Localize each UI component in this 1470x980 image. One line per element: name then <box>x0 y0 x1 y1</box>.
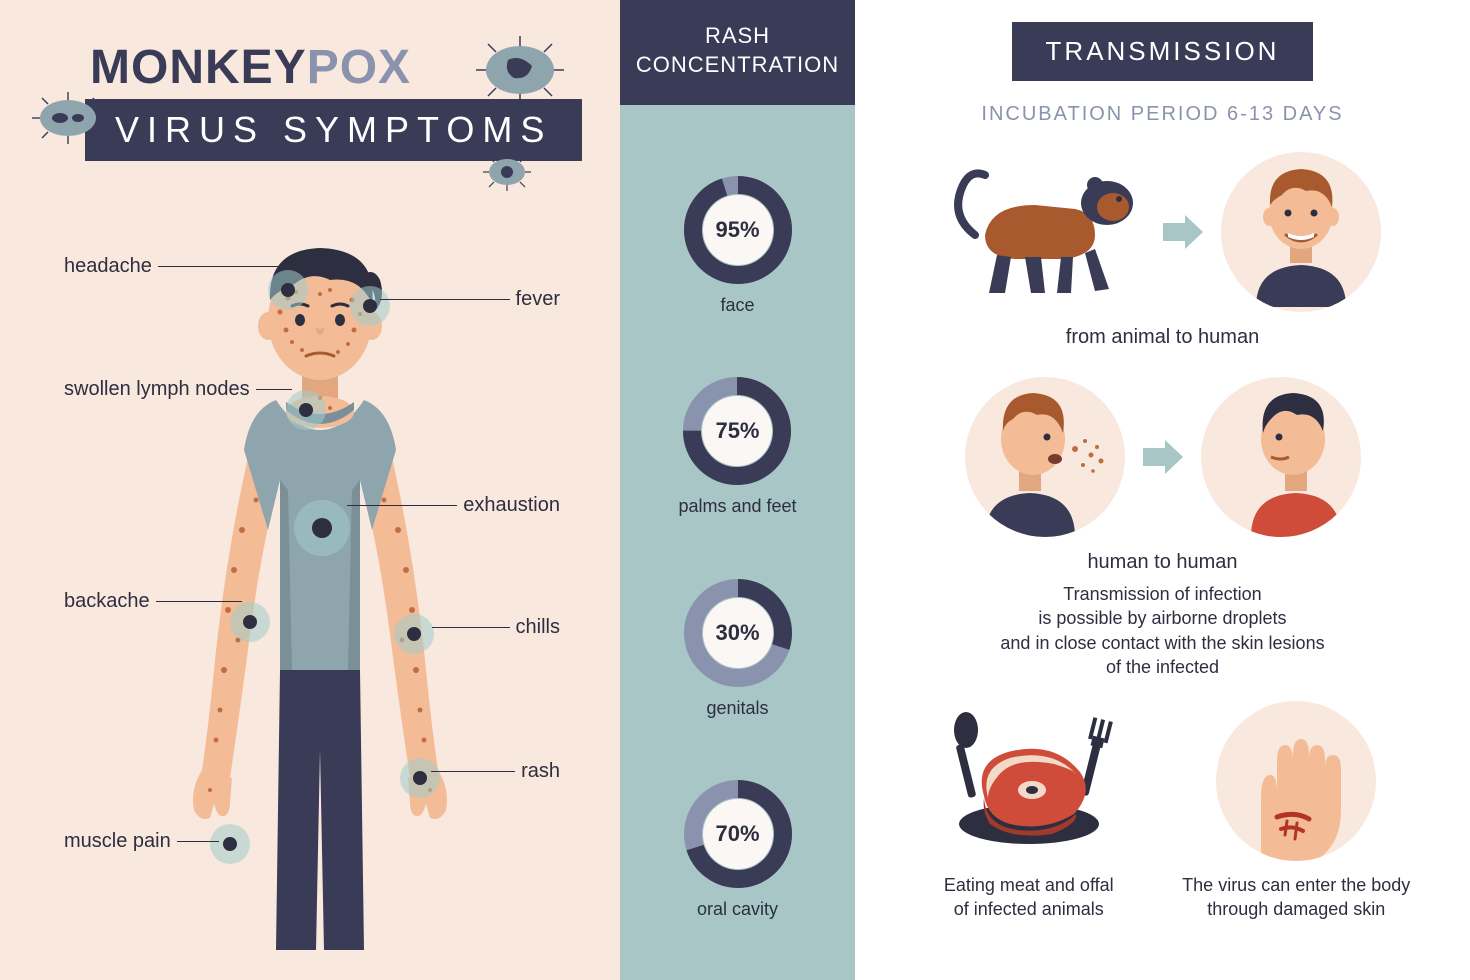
symptom-label: muscle pain <box>64 830 171 853</box>
row-animal-to-human <box>910 152 1415 312</box>
virus-icon <box>480 150 535 195</box>
rash-body: 95% face 75% palms and feet 30% genitals… <box>620 105 855 980</box>
callout-backache: backache <box>64 590 242 613</box>
human-avatar <box>1221 152 1381 312</box>
marker-lymph <box>286 390 326 430</box>
callout-muscle: muscle pain <box>64 830 219 853</box>
caption-animal: from animal to human <box>910 324 1415 351</box>
symptom-label: chills <box>516 616 560 639</box>
callout-lymph: swollen lymph nodes <box>64 378 292 401</box>
title-right: POX <box>307 41 411 94</box>
donut-chart: 70% <box>683 779 793 889</box>
rash-header-l2: CONCENTRATION <box>620 51 855 80</box>
donut-pct: 95% <box>703 195 773 265</box>
donut-face: 95% face <box>683 175 793 316</box>
donut-chart: 95% <box>683 175 793 285</box>
callout-exhaustion: exhaustion <box>347 494 560 517</box>
caption-airborne: Transmission of infection is possible by… <box>910 582 1415 679</box>
symptom-label: fever <box>516 288 560 311</box>
arrow-icon <box>1163 215 1203 249</box>
donut-label: palms and feet <box>678 496 796 517</box>
donut-label: oral cavity <box>683 899 793 920</box>
figure-area: headache swollen lymph nodes backache mu… <box>0 210 620 970</box>
donut-label: face <box>683 295 793 316</box>
symptom-label: exhaustion <box>463 494 560 517</box>
callout-headache: headache <box>64 255 278 278</box>
meat-block: Eating meat and offal of infected animal… <box>910 701 1148 922</box>
human-coughing <box>965 377 1125 537</box>
donut-pct: 70% <box>703 799 773 869</box>
virus-icon <box>470 30 570 110</box>
symptom-label: backache <box>64 590 150 613</box>
skin-block: The virus can enter the body through dam… <box>1178 701 1416 922</box>
caption-meat: Eating meat and offal of infected animal… <box>910 873 1148 922</box>
marker-chills <box>394 614 434 654</box>
rash-header-l1: RASH <box>620 22 855 51</box>
caption-human: human to human <box>910 549 1415 576</box>
marker-exhaustion <box>294 500 350 556</box>
caption-skin: The virus can enter the body through dam… <box>1178 873 1416 922</box>
monkey-figure <box>945 155 1145 310</box>
symptom-label: swollen lymph nodes <box>64 378 250 401</box>
virus-icon <box>28 88 108 148</box>
symptoms-panel: MONKEYPOX VIRUS SYMPTOMS <box>0 0 620 980</box>
symptom-label: headache <box>64 255 152 278</box>
row-human-to-human <box>910 377 1415 537</box>
donut-palms-and-feet: 75% palms and feet <box>678 376 796 517</box>
arrow-icon <box>1143 440 1183 474</box>
donut-chart: 75% <box>682 376 792 486</box>
callout-fever: fever <box>380 288 560 311</box>
callout-rash: rash <box>431 760 560 783</box>
title-left: MONKEY <box>90 41 307 94</box>
human-receiving <box>1201 377 1361 537</box>
rash-header: RASH CONCENTRATION <box>620 0 855 105</box>
donut-chart: 30% <box>683 578 793 688</box>
rash-panel: RASH CONCENTRATION 95% face 75% palms an… <box>620 0 855 980</box>
meat-icon <box>934 706 1124 856</box>
donut-oral-cavity: 70% oral cavity <box>683 779 793 920</box>
transmission-header: TRANSMISSION <box>1012 22 1314 81</box>
donut-pct: 30% <box>703 598 773 668</box>
donut-label: genitals <box>683 698 793 719</box>
donut-genitals: 30% genitals <box>683 578 793 719</box>
hand-icon <box>1216 701 1376 861</box>
symptom-label: rash <box>521 760 560 783</box>
incubation-text: INCUBATION PERIOD 6-13 DAYS <box>910 103 1415 126</box>
transmission-panel: TRANSMISSION INCUBATION PERIOD 6-13 DAYS <box>855 0 1470 980</box>
row-meat-skin: Eating meat and offal of infected animal… <box>910 701 1415 922</box>
callout-chills: chills <box>432 616 560 639</box>
